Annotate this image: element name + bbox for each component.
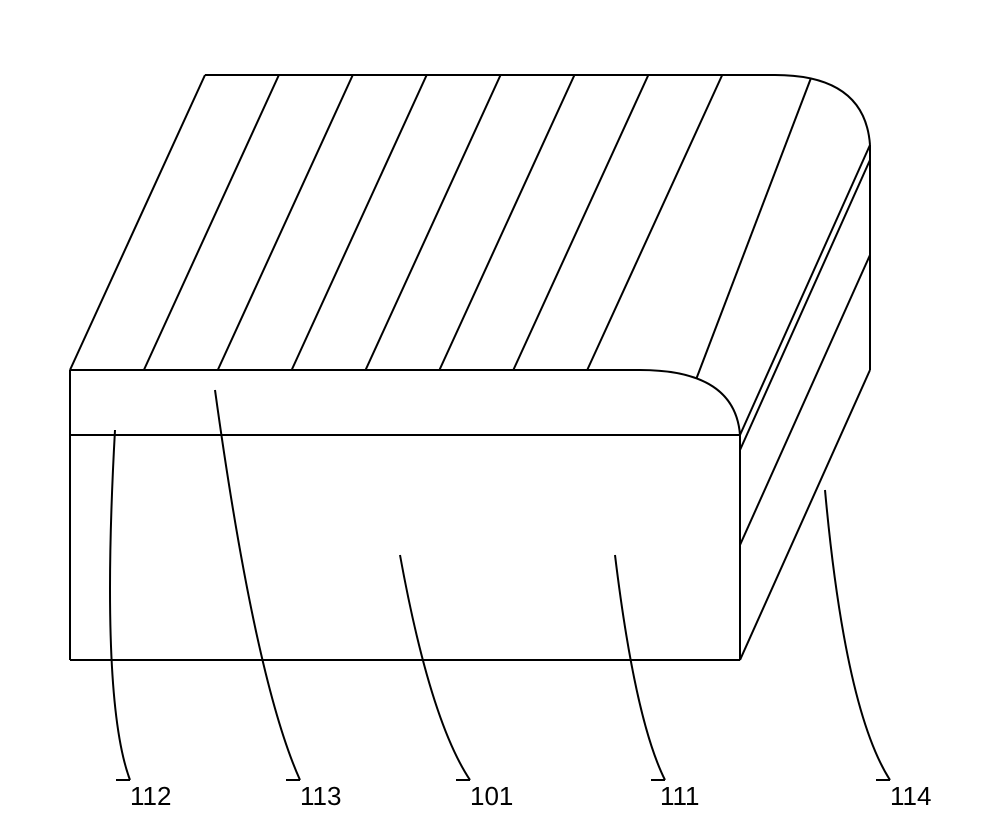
front-fillet [640, 370, 740, 435]
top-left-oblique [70, 75, 205, 370]
hatch-top-8 [696, 78, 810, 378]
leader-113 [215, 390, 300, 780]
hatch-top-1 [144, 75, 279, 370]
leader-111 [615, 555, 665, 780]
hatch-side-0 [740, 160, 870, 450]
hatch-side-1 [740, 255, 870, 545]
side-bottom-oblique [740, 370, 870, 660]
hatch-top-5 [439, 75, 574, 370]
ref-label-101: 101 [470, 781, 513, 811]
hatch-top-3 [292, 75, 427, 370]
ref-label-111: 111 [660, 781, 700, 811]
ref-label-112: 112 [130, 781, 171, 811]
ref-label-113: 113 [300, 781, 341, 811]
hatch-top-6 [513, 75, 648, 370]
leader-112 [110, 430, 130, 780]
right-fold-edge [740, 145, 870, 435]
hatch-top-4 [366, 75, 501, 370]
hatch-top-2 [218, 75, 353, 370]
hatch-top-7 [587, 75, 722, 370]
ref-label-114: 114 [890, 781, 931, 811]
leader-114 [825, 490, 890, 780]
leader-101 [400, 555, 470, 780]
technical-diagram: 112 113 101 111 114 [0, 0, 1000, 823]
